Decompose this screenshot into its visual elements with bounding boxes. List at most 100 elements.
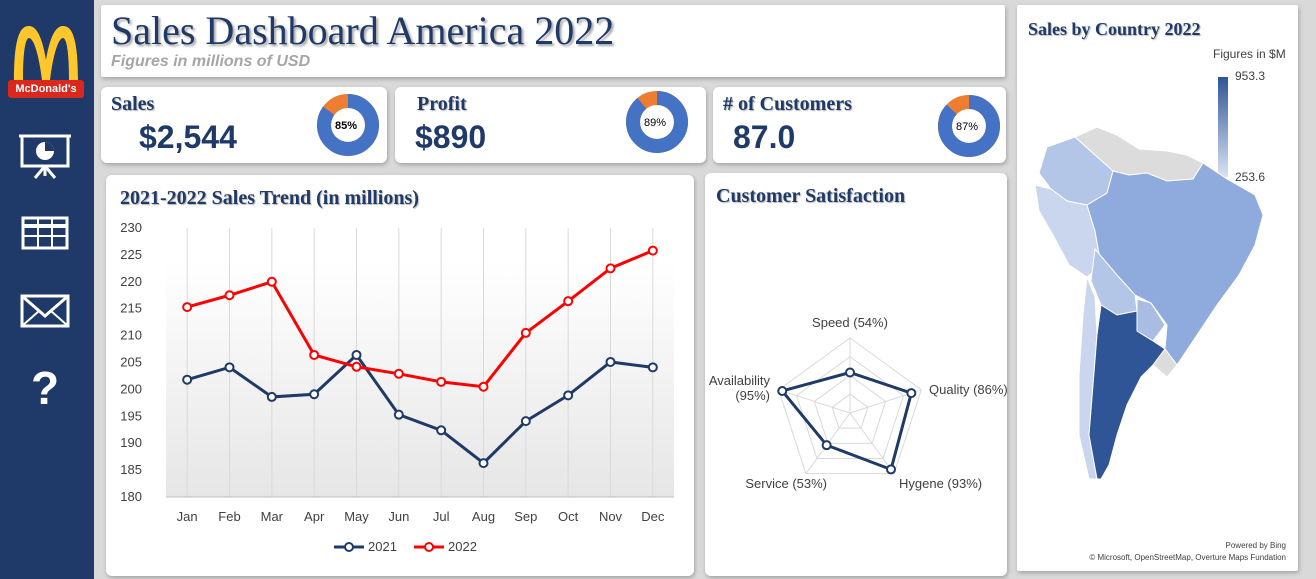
kpi-label: # of Customers (723, 93, 852, 115)
data-point-2022 (563, 296, 574, 307)
map-title: Sales by Country 2022 (1028, 19, 1201, 39)
data-point-2021 (224, 362, 235, 373)
y-tick-label: 200 (120, 381, 142, 396)
x-tick-label: Aug (472, 509, 495, 524)
kpi-card-customers: # of Customers 87.0 87% (713, 87, 1006, 163)
x-tick-label: Mar (261, 509, 284, 524)
legend-label: 2022 (448, 539, 477, 554)
data-point-2022 (605, 263, 616, 274)
x-tick-label: Jan (177, 509, 198, 524)
x-tick-label: May (344, 509, 369, 524)
map-credit-bing: Powered by Bing (1225, 541, 1286, 550)
mcdonalds-logo: McDonald's (8, 22, 84, 100)
radar-grid-ring (813, 374, 887, 444)
kpi-card-sales: Sales $2,544 85% (101, 87, 387, 163)
data-point-2021 (393, 409, 404, 420)
page-title: Sales Dashboard America 2022 (111, 8, 615, 53)
radar-point (885, 464, 896, 475)
y-tick-label: 205 (120, 355, 142, 370)
data-point-2022 (478, 381, 489, 392)
radar-series (779, 370, 914, 472)
donut-percent-label: 85% (335, 120, 357, 132)
radar-axis-label: Service (53%) (745, 476, 827, 491)
data-point-2022 (224, 290, 235, 301)
title-card: Sales Dashboard America 2022 Figures in … (101, 5, 1005, 77)
x-tick-label: Sep (514, 509, 537, 524)
x-tick-label: Apr (304, 509, 325, 524)
sidebar: McDonald's ? (0, 0, 94, 579)
data-point-2021 (436, 425, 447, 436)
y-tick-label: 185 (120, 462, 142, 477)
x-tick-label: Feb (218, 509, 240, 524)
radar-point (777, 385, 788, 396)
south-america-map[interactable] (1017, 115, 1298, 495)
data-point-2021 (563, 390, 574, 401)
radar-axis-label: (95%) (735, 388, 770, 403)
mail-icon[interactable] (19, 288, 71, 336)
map-legend-title: Figures in $M (1213, 47, 1286, 61)
sales-trend-card: 2021-2022 Sales Trend (in millions) Jan F… (106, 175, 694, 576)
radar-axis-label: Speed (54%) (812, 315, 888, 330)
svg-text:?: ? (31, 362, 59, 410)
data-point-2022 (436, 376, 447, 387)
data-point-2021 (520, 416, 531, 427)
satisfaction-card: Customer Satisfaction Speed (54%) Quality… (705, 173, 1007, 576)
table-icon[interactable] (19, 210, 71, 258)
data-point-2021 (182, 374, 193, 385)
series-line-2021 (186, 352, 654, 466)
radar-axis-label: Quality (86%) (929, 382, 1007, 397)
satisfaction-radar-chart: Speed (54%) Quality (86%) Hygene (93%) Serv… (709, 315, 1007, 491)
golden-arches-icon (14, 26, 78, 80)
donut-arc (626, 91, 688, 153)
data-point-2021 (478, 458, 489, 469)
kpi-card-profit: Profit $890 89% (395, 87, 706, 163)
radar-spoke (849, 412, 895, 474)
legend-label: 2021 (368, 539, 397, 554)
satisfaction-title: Customer Satisfaction (716, 185, 906, 207)
data-point-2021 (266, 391, 277, 402)
map-credit-osm: © Microsoft, OpenStreetMap, Overture Map… (1089, 553, 1286, 562)
radar-grid-ring (795, 356, 905, 460)
donut-percent-label: 87% (956, 121, 978, 133)
map-region-uruguay (1152, 348, 1178, 378)
presentation-icon[interactable] (19, 132, 71, 180)
x-tick-label: Jun (388, 509, 409, 524)
data-point-2021 (605, 356, 616, 367)
y-tick-label: 210 (120, 328, 142, 343)
map-card: Sales by Country 2022 Figures in $M 953.… (1017, 5, 1298, 571)
kpi-value: $2,544 (139, 119, 237, 155)
data-point-2021 (309, 389, 320, 400)
x-tick-label: Nov (599, 509, 623, 524)
y-tick-label: 220 (120, 274, 142, 289)
data-point-2022 (647, 245, 658, 256)
data-point-2022 (309, 349, 320, 360)
map-legend-max: 953.3 (1235, 69, 1266, 83)
radar-grid-ring (778, 337, 922, 475)
help-icon[interactable]: ? (19, 362, 71, 414)
legend-marker (344, 542, 354, 552)
radar-grid-ring (831, 393, 869, 429)
kpi-label: Sales (111, 93, 155, 115)
map-legend-gradient (1218, 77, 1228, 177)
sales-trend-title: 2021-2022 Sales Trend (in millions) (120, 187, 419, 209)
donut-arc (938, 95, 1000, 157)
x-tick-label: Oct (558, 509, 579, 524)
map-legend-min: 253.6 (1235, 170, 1266, 184)
kpi-donut-chart: 85% (317, 94, 379, 156)
data-point-2022 (520, 327, 531, 338)
kpi-value: $890 (415, 119, 487, 155)
donut-percent-label: 89% (644, 117, 666, 129)
radar-point (821, 440, 832, 451)
radar-point (906, 388, 917, 399)
page-subtitle: Figures in millions of USD (111, 53, 311, 70)
x-tick-label: Dec (641, 509, 665, 524)
data-point-2022 (393, 368, 404, 379)
kpi-donut-chart: 89% (626, 91, 688, 153)
sales-trend-chart: Jan Feb Mar Apr May Jun Jul Aug Sep Oct Nov Dec 180 1… (120, 220, 674, 554)
y-tick-label: 195 (120, 408, 142, 423)
kpi-label: Profit (417, 93, 467, 115)
brand-label: McDonald's (8, 80, 84, 98)
map-region-argentina (1088, 304, 1166, 480)
y-tick-label: 225 (120, 247, 142, 262)
data-point-2022 (351, 361, 362, 372)
